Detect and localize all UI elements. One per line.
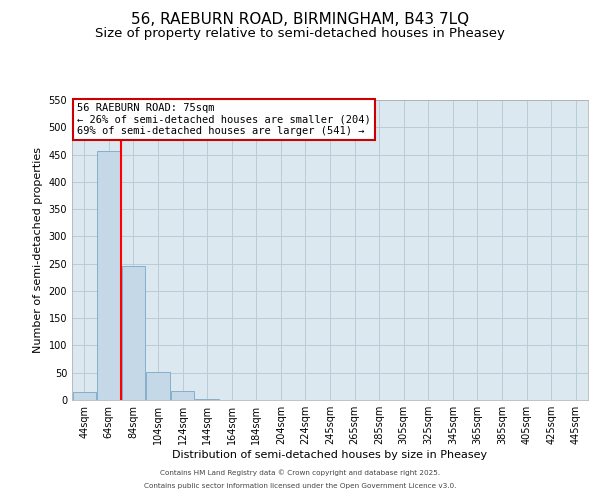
Bar bbox=[122, 266, 145, 400]
Text: Size of property relative to semi-detached houses in Pheasey: Size of property relative to semi-detach… bbox=[95, 28, 505, 40]
Text: Contains HM Land Registry data © Crown copyright and database right 2025.: Contains HM Land Registry data © Crown c… bbox=[160, 470, 440, 476]
Text: Contains public sector information licensed under the Open Government Licence v3: Contains public sector information licen… bbox=[144, 483, 456, 489]
Bar bbox=[73, 392, 96, 400]
Bar bbox=[146, 372, 170, 400]
Text: 56, RAEBURN ROAD, BIRMINGHAM, B43 7LQ: 56, RAEBURN ROAD, BIRMINGHAM, B43 7LQ bbox=[131, 12, 469, 28]
Bar bbox=[97, 150, 121, 400]
Text: 56 RAEBURN ROAD: 75sqm
← 26% of semi-detached houses are smaller (204)
69% of se: 56 RAEBURN ROAD: 75sqm ← 26% of semi-det… bbox=[77, 103, 371, 136]
Bar bbox=[171, 390, 194, 400]
Y-axis label: Number of semi-detached properties: Number of semi-detached properties bbox=[33, 147, 43, 353]
X-axis label: Distribution of semi-detached houses by size in Pheasey: Distribution of semi-detached houses by … bbox=[172, 450, 488, 460]
